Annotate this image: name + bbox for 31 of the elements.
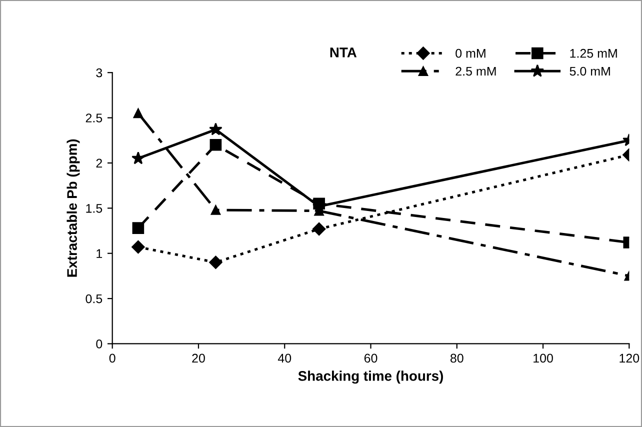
x-tick-label: 100 — [534, 354, 553, 363]
x-tick-label: 120 — [620, 354, 640, 363]
point — [132, 222, 144, 234]
y-tick-label: 1.5 — [86, 204, 102, 213]
legend-label: 5.0 mM — [570, 66, 610, 76]
x-tick-label: 80 — [450, 354, 464, 363]
x-tick-label: 40 — [278, 354, 292, 363]
legend-title: NTA — [330, 48, 357, 58]
y-axis-title: Extractable Pb (ppm) — [66, 139, 80, 277]
legend-label: 1.25 mM — [570, 48, 617, 58]
y-tick-label: 3 — [96, 68, 102, 78]
point — [312, 222, 326, 236]
point — [132, 240, 145, 254]
y-tick-label: 1 — [96, 249, 102, 258]
point — [210, 138, 222, 151]
legend-label: 2.5 mM — [456, 66, 496, 76]
point — [313, 198, 325, 210]
point — [210, 205, 221, 215]
legend-label: 0 mM — [456, 48, 486, 58]
point — [133, 108, 144, 118]
point — [209, 122, 222, 136]
x-tick-label: 0 — [109, 354, 116, 363]
point — [209, 256, 222, 269]
y-tick-label: 2.5 — [86, 114, 102, 122]
x-axis-title: Shacking time (hours) — [298, 370, 443, 384]
y-tick-label: 2 — [96, 158, 102, 168]
y-tick-label: 0 — [96, 340, 102, 348]
point — [132, 152, 145, 164]
y-tick-label: 0.5 — [86, 294, 102, 304]
x-tick-label: 20 — [192, 354, 205, 363]
x-tick-label: 60 — [364, 354, 378, 363]
